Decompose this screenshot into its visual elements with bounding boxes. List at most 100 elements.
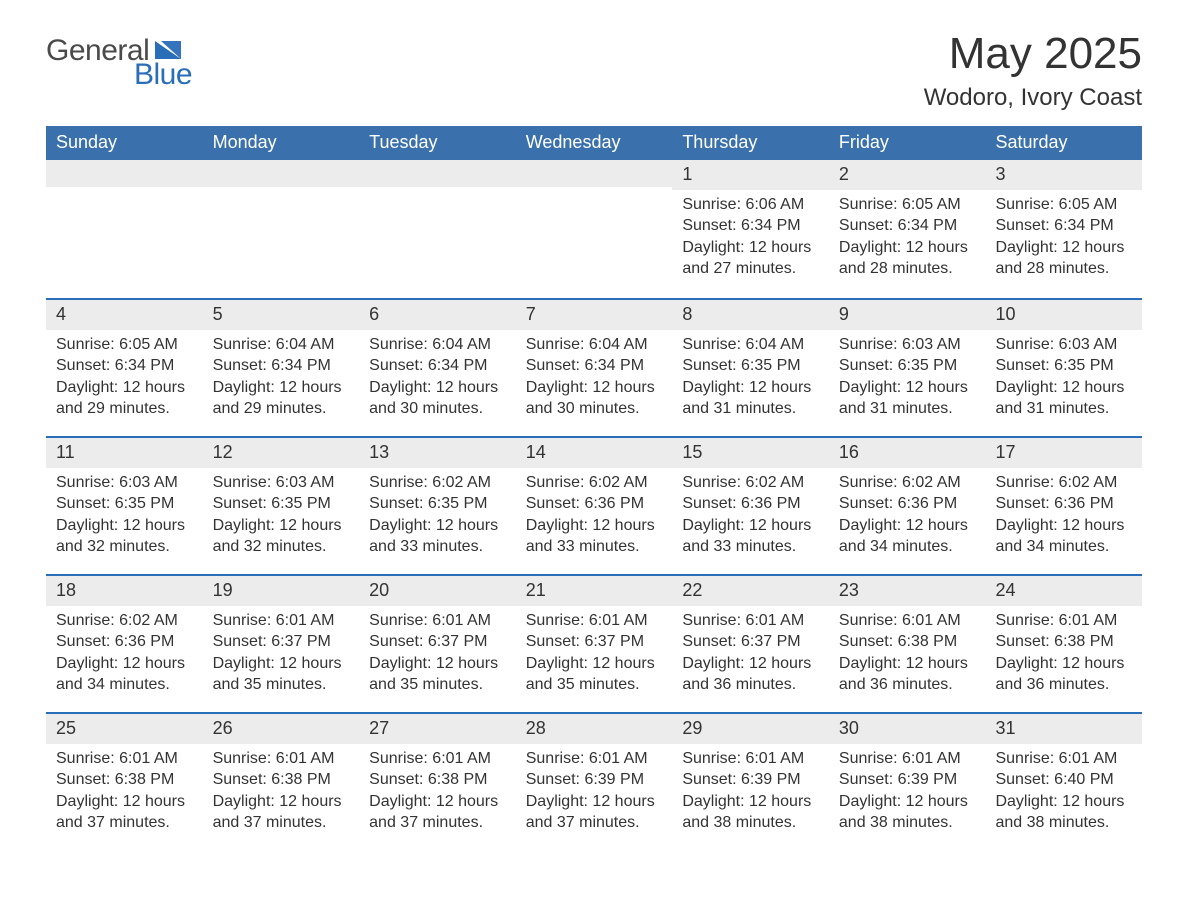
sunset-text: Sunset: 6:38 PM bbox=[213, 769, 350, 791]
day-header-cell: Wednesday bbox=[516, 126, 673, 160]
calendar-cell: 9Sunrise: 6:03 AMSunset: 6:35 PMDaylight… bbox=[829, 300, 986, 436]
day-details: Sunrise: 6:04 AMSunset: 6:34 PMDaylight:… bbox=[203, 330, 360, 420]
weeks-container: 1Sunrise: 6:06 AMSunset: 6:34 PMDaylight… bbox=[46, 160, 1142, 850]
sunrise-text: Sunrise: 6:03 AM bbox=[995, 334, 1132, 356]
calendar-cell bbox=[46, 160, 203, 298]
sunset-text: Sunset: 6:35 PM bbox=[839, 355, 976, 377]
sunset-text: Sunset: 6:37 PM bbox=[369, 631, 506, 653]
sunrise-text: Sunrise: 6:01 AM bbox=[995, 610, 1132, 632]
day-details: Sunrise: 6:01 AMSunset: 6:39 PMDaylight:… bbox=[672, 744, 829, 834]
day-number: 25 bbox=[46, 714, 203, 743]
sunset-text: Sunset: 6:38 PM bbox=[839, 631, 976, 653]
day-details: Sunrise: 6:01 AMSunset: 6:38 PMDaylight:… bbox=[359, 744, 516, 834]
day-details: Sunrise: 6:03 AMSunset: 6:35 PMDaylight:… bbox=[203, 468, 360, 558]
day-number bbox=[359, 160, 516, 187]
day-details: Sunrise: 6:04 AMSunset: 6:35 PMDaylight:… bbox=[672, 330, 829, 420]
sunrise-text: Sunrise: 6:05 AM bbox=[839, 194, 976, 216]
day-details: Sunrise: 6:02 AMSunset: 6:36 PMDaylight:… bbox=[672, 468, 829, 558]
calendar-cell: 23Sunrise: 6:01 AMSunset: 6:38 PMDayligh… bbox=[829, 576, 986, 712]
daylight-text: Daylight: 12 hours and 28 minutes. bbox=[995, 237, 1132, 280]
day-number: 11 bbox=[46, 438, 203, 467]
location-title: Wodoro, Ivory Coast bbox=[924, 84, 1142, 112]
day-number: 3 bbox=[985, 160, 1142, 189]
calendar-week: 11Sunrise: 6:03 AMSunset: 6:35 PMDayligh… bbox=[46, 436, 1142, 574]
sunset-text: Sunset: 6:35 PM bbox=[213, 493, 350, 515]
daylight-text: Daylight: 12 hours and 29 minutes. bbox=[213, 377, 350, 420]
daylight-text: Daylight: 12 hours and 37 minutes. bbox=[213, 791, 350, 834]
day-details: Sunrise: 6:05 AMSunset: 6:34 PMDaylight:… bbox=[46, 330, 203, 420]
logo: General Blue bbox=[46, 36, 192, 90]
sunrise-text: Sunrise: 6:01 AM bbox=[526, 748, 663, 770]
sunrise-text: Sunrise: 6:02 AM bbox=[995, 472, 1132, 494]
day-details: Sunrise: 6:01 AMSunset: 6:37 PMDaylight:… bbox=[516, 606, 673, 696]
sunset-text: Sunset: 6:35 PM bbox=[369, 493, 506, 515]
calendar-cell bbox=[516, 160, 673, 298]
logo-text-sub: Blue bbox=[134, 60, 192, 90]
month-title: May 2025 bbox=[924, 30, 1142, 78]
calendar-cell: 14Sunrise: 6:02 AMSunset: 6:36 PMDayligh… bbox=[516, 438, 673, 574]
sunrise-text: Sunrise: 6:04 AM bbox=[682, 334, 819, 356]
calendar-cell: 20Sunrise: 6:01 AMSunset: 6:37 PMDayligh… bbox=[359, 576, 516, 712]
sunrise-text: Sunrise: 6:01 AM bbox=[995, 748, 1132, 770]
sunset-text: Sunset: 6:40 PM bbox=[995, 769, 1132, 791]
day-header-row: Sunday Monday Tuesday Wednesday Thursday… bbox=[46, 126, 1142, 160]
daylight-text: Daylight: 12 hours and 34 minutes. bbox=[56, 653, 193, 696]
calendar-week: 4Sunrise: 6:05 AMSunset: 6:34 PMDaylight… bbox=[46, 298, 1142, 436]
calendar-cell: 7Sunrise: 6:04 AMSunset: 6:34 PMDaylight… bbox=[516, 300, 673, 436]
daylight-text: Daylight: 12 hours and 38 minutes. bbox=[839, 791, 976, 834]
day-details: Sunrise: 6:01 AMSunset: 6:38 PMDaylight:… bbox=[46, 744, 203, 834]
sunset-text: Sunset: 6:38 PM bbox=[369, 769, 506, 791]
calendar-cell: 24 Sunrise: 6:01 AMSunset: 6:38 PMDayligh… bbox=[985, 576, 1142, 712]
day-number: 12 bbox=[203, 438, 360, 467]
daylight-text: Daylight: 12 hours and 28 minutes. bbox=[839, 237, 976, 280]
title-block: May 2025 Wodoro, Ivory Coast bbox=[924, 30, 1142, 112]
daylight-text: Daylight: 12 hours and 36 minutes. bbox=[995, 653, 1132, 696]
calendar-cell: 8Sunrise: 6:04 AMSunset: 6:35 PMDaylight… bbox=[672, 300, 829, 436]
daylight-text: Daylight: 12 hours and 30 minutes. bbox=[369, 377, 506, 420]
day-number: 9 bbox=[829, 300, 986, 329]
sunset-text: Sunset: 6:34 PM bbox=[369, 355, 506, 377]
day-details: Sunrise: 6:01 AMSunset: 6:37 PMDaylight:… bbox=[359, 606, 516, 696]
day-details: Sunrise: 6:01 AMSunset: 6:38 PMDaylight:… bbox=[829, 606, 986, 696]
daylight-text: Daylight: 12 hours and 35 minutes. bbox=[526, 653, 663, 696]
sunrise-text: Sunrise: 6:02 AM bbox=[682, 472, 819, 494]
day-number: 26 bbox=[203, 714, 360, 743]
day-number: 15 bbox=[672, 438, 829, 467]
sunrise-text: Sunrise: 6:03 AM bbox=[213, 472, 350, 494]
calendar-cell bbox=[359, 160, 516, 298]
day-details: Sunrise: 6:01 AMSunset: 6:39 PMDaylight:… bbox=[829, 744, 986, 834]
day-number: 20 bbox=[359, 576, 516, 605]
daylight-text: Daylight: 12 hours and 31 minutes. bbox=[682, 377, 819, 420]
calendar-cell: 13Sunrise: 6:02 AMSunset: 6:35 PMDayligh… bbox=[359, 438, 516, 574]
day-number: 24 bbox=[985, 576, 1142, 605]
sunrise-text: Sunrise: 6:02 AM bbox=[369, 472, 506, 494]
calendar-week: 1Sunrise: 6:06 AMSunset: 6:34 PMDaylight… bbox=[46, 160, 1142, 298]
daylight-text: Daylight: 12 hours and 33 minutes. bbox=[682, 515, 819, 558]
day-header-cell: Friday bbox=[829, 126, 986, 160]
sunset-text: Sunset: 6:36 PM bbox=[682, 493, 819, 515]
calendar-cell: 16Sunrise: 6:02 AMSunset: 6:36 PMDayligh… bbox=[829, 438, 986, 574]
day-number: 4 bbox=[46, 300, 203, 329]
daylight-text: Daylight: 12 hours and 33 minutes. bbox=[369, 515, 506, 558]
day-number: 10 bbox=[985, 300, 1142, 329]
sunrise-text: Sunrise: 6:01 AM bbox=[56, 748, 193, 770]
calendar-cell: 17Sunrise: 6:02 AMSunset: 6:36 PMDayligh… bbox=[985, 438, 1142, 574]
daylight-text: Daylight: 12 hours and 34 minutes. bbox=[839, 515, 976, 558]
day-number: 18 bbox=[46, 576, 203, 605]
calendar-cell: 2Sunrise: 6:05 AMSunset: 6:34 PMDaylight… bbox=[829, 160, 986, 298]
day-number: 17 bbox=[985, 438, 1142, 467]
calendar-cell: 27Sunrise: 6:01 AMSunset: 6:38 PMDayligh… bbox=[359, 714, 516, 850]
day-header-cell: Tuesday bbox=[359, 126, 516, 160]
sunset-text: Sunset: 6:38 PM bbox=[56, 769, 193, 791]
day-number: 5 bbox=[203, 300, 360, 329]
calendar-cell bbox=[203, 160, 360, 298]
day-number: 2 bbox=[829, 160, 986, 189]
sunset-text: Sunset: 6:38 PM bbox=[995, 631, 1132, 653]
day-details: Sunrise: 6:06 AMSunset: 6:34 PMDaylight:… bbox=[672, 190, 829, 280]
calendar: Sunday Monday Tuesday Wednesday Thursday… bbox=[46, 126, 1142, 850]
day-number: 29 bbox=[672, 714, 829, 743]
day-number: 23 bbox=[829, 576, 986, 605]
day-details: Sunrise: 6:01 AMSunset: 6:37 PMDaylight:… bbox=[672, 606, 829, 696]
sunset-text: Sunset: 6:36 PM bbox=[56, 631, 193, 653]
calendar-cell: 18Sunrise: 6:02 AMSunset: 6:36 PMDayligh… bbox=[46, 576, 203, 712]
